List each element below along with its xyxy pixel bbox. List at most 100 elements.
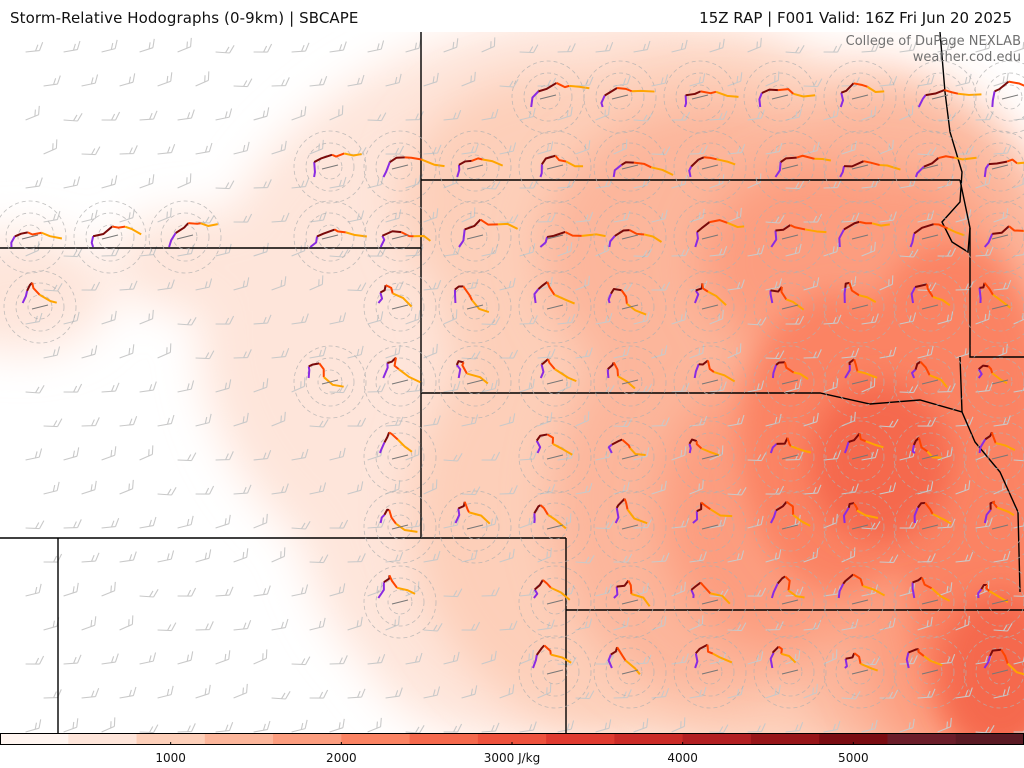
wind-barb xyxy=(519,315,538,325)
wind-barb xyxy=(595,312,613,325)
hodograph-segment xyxy=(985,584,990,592)
hodograph-segment xyxy=(607,443,613,454)
hodograph xyxy=(673,345,747,419)
wind-barb xyxy=(215,514,231,529)
hodograph-ring xyxy=(673,200,747,274)
hodograph-segment xyxy=(611,438,623,446)
wind-barb xyxy=(43,481,60,495)
hodograph-segment xyxy=(879,164,901,171)
wind-barb xyxy=(43,75,61,87)
hodograph xyxy=(963,270,1024,344)
hodograph-segment xyxy=(644,233,663,243)
hodograph-segment xyxy=(920,577,933,590)
wind-barb xyxy=(727,207,742,223)
hodograph-ring xyxy=(387,514,413,540)
wind-barb xyxy=(955,552,974,563)
hodograph-ring xyxy=(963,420,1024,494)
hodograph xyxy=(593,635,667,709)
wind-barb xyxy=(1013,588,1024,598)
hodograph-ring xyxy=(530,357,580,407)
hodograph-ring xyxy=(15,282,65,332)
colorbar-segment xyxy=(750,733,820,745)
wind-barb xyxy=(43,346,61,359)
wind-barb xyxy=(367,40,385,53)
hodograph-ring xyxy=(697,514,723,540)
hodograph-segment xyxy=(786,437,792,447)
hodograph-segment xyxy=(785,501,795,515)
wind-barb xyxy=(329,447,346,461)
wind-barb xyxy=(481,515,498,529)
wind-barb xyxy=(443,588,463,598)
storm-motion-arrow xyxy=(781,379,799,385)
wind-barb xyxy=(233,277,250,291)
hodograph-segment xyxy=(533,588,539,599)
wind-barb xyxy=(613,210,631,223)
hodograph xyxy=(438,270,512,344)
colorbar-segment xyxy=(409,733,479,745)
storm-motion-arrow xyxy=(621,669,639,675)
hodograph xyxy=(293,345,367,419)
hodograph-segment xyxy=(789,224,806,231)
wind-barb xyxy=(975,517,993,529)
storm-motion-arrow xyxy=(621,164,639,170)
hodograph-ring xyxy=(975,282,1024,332)
colorbar-segment xyxy=(204,733,274,745)
hodograph-ring xyxy=(583,60,657,134)
hodograph-segment xyxy=(990,432,997,444)
wind-barb xyxy=(1013,453,1024,462)
wind-barb xyxy=(747,452,767,462)
wind-barb xyxy=(727,72,743,87)
wind-barb xyxy=(157,685,174,699)
storm-motion-arrow xyxy=(781,524,799,530)
wind-barb xyxy=(727,414,745,427)
hodograph-ring xyxy=(823,345,897,419)
wind-barb xyxy=(785,722,804,733)
wind-barb xyxy=(329,312,347,325)
colorbar-segment xyxy=(0,733,69,745)
hodograph xyxy=(903,60,982,134)
hodograph-segment xyxy=(844,365,851,379)
hodograph-ring xyxy=(963,490,1024,564)
hodograph-ring xyxy=(697,444,723,470)
hodograph-segment xyxy=(780,156,797,163)
wind-barb xyxy=(765,549,782,563)
hodograph-ring xyxy=(987,589,1013,615)
wind-barb xyxy=(899,249,919,258)
hodograph-ring xyxy=(375,502,425,552)
hodograph-segment xyxy=(910,286,917,304)
hodograph-segment xyxy=(395,522,418,533)
hodograph-segment xyxy=(992,225,1010,235)
wind-barb xyxy=(81,146,101,156)
hodograph-ring xyxy=(387,444,413,470)
wind-barb xyxy=(575,482,593,495)
hodograph xyxy=(753,490,827,564)
wind-barb xyxy=(575,555,595,564)
hodograph-ring xyxy=(905,212,955,262)
wind-barb xyxy=(1013,173,1024,189)
wind-barb xyxy=(519,649,534,665)
hodograph-segment xyxy=(858,433,867,443)
hodograph-ring xyxy=(605,647,655,697)
wind-barb xyxy=(499,485,518,495)
storm-motion-arrow xyxy=(611,94,629,100)
wind-barb xyxy=(499,277,516,291)
storm-motion-arrow xyxy=(546,524,564,530)
wind-barb xyxy=(803,213,823,223)
colorbar-segment xyxy=(614,733,684,745)
hodograph-segment xyxy=(709,219,728,224)
hodograph-segment xyxy=(629,447,646,456)
hodograph-ring xyxy=(363,345,437,419)
hodograph xyxy=(593,490,667,564)
storm-motion-arrow xyxy=(546,304,564,310)
storm-motion-arrow xyxy=(991,454,1009,460)
wind-barb xyxy=(215,45,235,54)
hodograph xyxy=(293,200,367,274)
wind-barb xyxy=(347,417,367,427)
wind-barb xyxy=(651,345,668,359)
storm-motion-arrow xyxy=(851,669,869,675)
hodograph-ring xyxy=(673,130,747,204)
hodograph xyxy=(673,490,747,564)
wind-barb xyxy=(975,310,991,325)
hodograph-segment xyxy=(334,228,346,234)
hodograph-segment xyxy=(844,281,850,288)
